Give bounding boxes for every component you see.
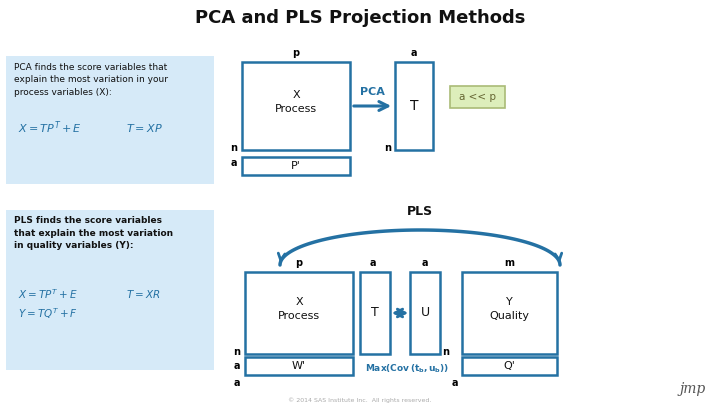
Bar: [245, 357, 353, 375]
Text: a: a: [233, 378, 240, 388]
Text: W': W': [292, 361, 306, 371]
Text: T: T: [410, 99, 418, 113]
Bar: [6, 210, 214, 370]
Bar: [395, 62, 433, 150]
Text: a: a: [230, 158, 237, 168]
Text: PLS finds the score variables
that explain the most variation
in quality variabl: PLS finds the score variables that expla…: [14, 216, 173, 250]
Bar: [462, 272, 557, 354]
Text: X
Process: X Process: [278, 297, 320, 321]
Text: X
Process: X Process: [275, 90, 317, 113]
Text: $X = TP^T + E$: $X = TP^T + E$: [18, 287, 78, 301]
Text: a: a: [422, 258, 428, 268]
Bar: [6, 56, 214, 184]
Text: U: U: [420, 307, 430, 320]
Text: a: a: [451, 378, 458, 388]
Text: n: n: [442, 347, 449, 357]
Text: © 2014 SAS Institute Inc.  All rights reserved.: © 2014 SAS Institute Inc. All rights res…: [288, 397, 432, 403]
Text: n: n: [233, 347, 240, 357]
Text: n: n: [384, 143, 391, 153]
Bar: [450, 86, 505, 108]
Bar: [242, 62, 350, 150]
Text: $T = XP$: $T = XP$: [126, 122, 163, 134]
Text: a: a: [370, 258, 377, 268]
Text: p: p: [292, 48, 300, 58]
Text: PCA and PLS Projection Methods: PCA and PLS Projection Methods: [195, 9, 525, 27]
Text: jmp: jmp: [680, 382, 706, 396]
Text: PCA finds the score variables that
explain the most variation in your
process va: PCA finds the score variables that expla…: [14, 63, 168, 97]
Text: PCA: PCA: [360, 87, 385, 97]
Bar: [242, 157, 350, 175]
Text: p: p: [295, 258, 302, 268]
Text: P': P': [291, 161, 301, 171]
Text: PLS: PLS: [407, 205, 433, 218]
Bar: [360, 272, 390, 354]
Text: Q': Q': [503, 361, 516, 371]
Text: $Y = TQ^T + F$: $Y = TQ^T + F$: [18, 307, 78, 322]
Text: $T = XR$: $T = XR$: [126, 288, 161, 300]
Text: a << p: a << p: [459, 92, 496, 102]
Text: $X = TP^T + E$: $X = TP^T + E$: [18, 120, 82, 136]
Text: Y
Quality: Y Quality: [490, 297, 529, 321]
Bar: [462, 357, 557, 375]
Text: a: a: [410, 48, 418, 58]
Text: $\mathbf{Max(Cov\,(t_b, u_b))}$: $\mathbf{Max(Cov\,(t_b, u_b))}$: [365, 363, 449, 375]
Bar: [410, 272, 440, 354]
Text: m: m: [505, 258, 515, 268]
Text: n: n: [230, 143, 237, 153]
Bar: [245, 272, 353, 354]
Text: a: a: [233, 361, 240, 371]
Text: T: T: [371, 307, 379, 320]
